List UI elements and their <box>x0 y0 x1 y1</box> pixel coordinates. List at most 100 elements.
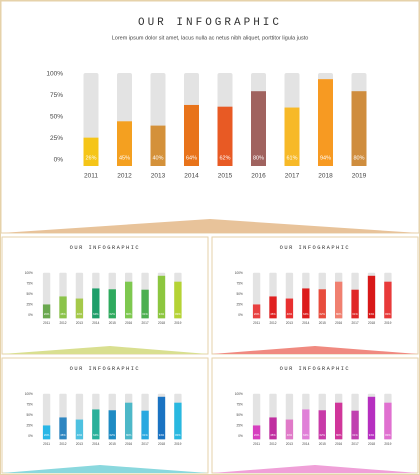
x-tick-label: 2019 <box>384 442 391 446</box>
bar <box>184 104 199 166</box>
bar <box>284 107 300 166</box>
bar <box>42 425 51 440</box>
value-label: 64% <box>303 312 309 316</box>
y-tick-label: 100% <box>25 271 33 275</box>
bar <box>42 304 51 319</box>
chart-title: OUR INFOGRAPHIC <box>138 17 282 29</box>
x-tick-label: 2014 <box>92 321 99 325</box>
value-label: 26% <box>85 155 96 161</box>
decor <box>2 465 208 473</box>
value-label: 94% <box>369 312 375 316</box>
value-label: 80% <box>385 312 391 316</box>
bar <box>174 281 182 319</box>
bar <box>157 275 166 319</box>
y-tick-label: 50% <box>237 292 244 296</box>
bar <box>141 410 149 440</box>
value-label: 80% <box>336 433 342 437</box>
y-tick-label: 75% <box>27 282 34 286</box>
value-label: 40% <box>77 312 83 316</box>
y-tick-label: 100% <box>235 271 243 275</box>
x-tick-label: 2016 <box>125 442 132 446</box>
x-tick-label: 2015 <box>109 321 116 325</box>
value-label: 80% <box>126 312 132 316</box>
bar <box>59 296 67 319</box>
value-label: 62% <box>219 155 230 161</box>
x-tick-label: 2011 <box>253 321 260 325</box>
value-label: 40% <box>287 433 293 437</box>
bar <box>302 288 310 319</box>
y-tick-label: 75% <box>237 403 244 407</box>
value-label: 94% <box>159 433 165 437</box>
chart-title: OUR INFOGRAPHIC <box>280 366 350 372</box>
bar <box>75 298 84 319</box>
y-tick-label: 0% <box>28 313 33 317</box>
value-label: 26% <box>44 433 50 437</box>
value-label: 80% <box>336 312 342 316</box>
value-label: 62% <box>110 433 116 437</box>
value-label: 94% <box>159 312 165 316</box>
bar <box>108 289 116 319</box>
y-tick-label: 0% <box>54 157 64 164</box>
x-tick-label: 2012 <box>59 321 66 325</box>
value-label: 40% <box>77 433 83 437</box>
bar <box>351 410 359 440</box>
bar <box>351 91 367 166</box>
y-tick-label: 0% <box>28 434 33 438</box>
value-label: 61% <box>286 155 297 161</box>
y-tick-label: 0% <box>238 434 243 438</box>
bar <box>367 396 376 440</box>
x-tick-label: 2011 <box>84 173 98 180</box>
value-label: 40% <box>152 155 163 161</box>
bar <box>157 396 166 440</box>
bar <box>367 275 376 319</box>
bar <box>285 298 294 319</box>
value-label: 62% <box>320 312 326 316</box>
bar <box>252 304 261 319</box>
value-label: 45% <box>270 433 276 437</box>
x-tick-label: 2017 <box>352 442 359 446</box>
bar <box>217 106 233 166</box>
x-tick-label: 2015 <box>218 173 233 180</box>
x-tick-label: 2014 <box>92 442 99 446</box>
x-tick-label: 2016 <box>251 173 266 180</box>
x-tick-label: 2019 <box>174 321 181 325</box>
chart: OUR INFOGRAPHIC 0% 25% 50% 75% 100% 26% 2011 45%… <box>235 245 392 325</box>
bar <box>124 402 133 440</box>
bar <box>334 281 343 319</box>
y-tick-label: 75% <box>50 92 63 99</box>
value-label: 26% <box>254 433 260 437</box>
x-tick-label: 2017 <box>142 442 149 446</box>
value-label: 80% <box>385 433 391 437</box>
bar <box>75 419 84 440</box>
value-label: 64% <box>93 433 99 437</box>
x-tick-label: 2017 <box>142 321 149 325</box>
x-tick-label: 2018 <box>318 173 333 180</box>
bar <box>318 79 333 166</box>
value-label: 45% <box>60 312 66 316</box>
value-label: 64% <box>303 433 309 437</box>
y-tick-label: 25% <box>27 424 34 428</box>
y-tick-label: 50% <box>237 413 244 417</box>
x-tick-label: 2012 <box>59 442 66 446</box>
x-tick-label: 2015 <box>319 321 326 325</box>
chart-subtitle: Lorem ipsum dolor sit amet, lacus nulla … <box>112 35 309 41</box>
decor <box>1 219 419 233</box>
y-tick-label: 100% <box>25 392 33 396</box>
value-label: 26% <box>254 312 260 316</box>
value-label: 45% <box>60 433 66 437</box>
value-label: 64% <box>93 312 99 316</box>
bar <box>124 281 133 319</box>
bar <box>108 410 116 440</box>
value-label: 80% <box>253 155 264 161</box>
y-tick-label: 25% <box>27 303 34 307</box>
chart-title: OUR INFOGRAPHIC <box>280 245 350 251</box>
chart: OUR INFOGRAPHIC Lorem ipsum dolor sit ame… <box>46 17 366 180</box>
panel <box>211 357 419 474</box>
bar <box>117 121 132 166</box>
y-tick-label: 25% <box>237 303 244 307</box>
x-tick-label: 2011 <box>253 442 260 446</box>
x-tick-label: 2014 <box>302 442 309 446</box>
bar <box>302 409 310 440</box>
bar <box>384 281 392 319</box>
